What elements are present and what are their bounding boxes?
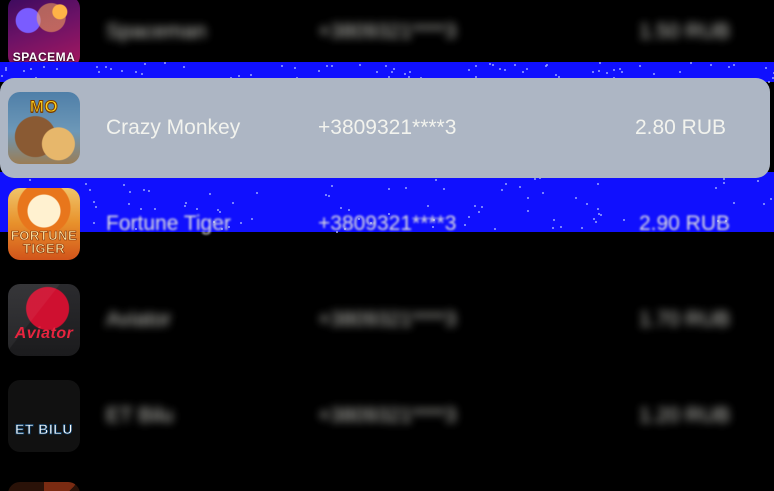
aviator-thumbnail: Aviator — [8, 284, 80, 356]
game-name: Spaceman — [106, 20, 306, 44]
aviator-thumbnail-caption: Aviator — [8, 326, 80, 342]
game-name: Crazy Monkey — [106, 116, 306, 140]
win-amount: 2.90 RUB — [538, 212, 774, 236]
game-name: Aviator — [106, 308, 306, 332]
win-amount: 1.50 RUB — [538, 20, 774, 44]
list-item[interactable]: ET BILU ET Bilu +3809321****3 1.20 RUB — [0, 368, 774, 464]
crazy-monkey-thumbnail: MO — [8, 92, 80, 164]
game-name: ET Bilu — [106, 404, 306, 428]
et-bilu-thumbnail-caption: ET BILU — [8, 422, 80, 436]
wheel-thumbnail — [8, 482, 80, 491]
list-item[interactable]: SPACEMA Spaceman +3809321****3 1.50 RUB — [0, 0, 774, 80]
fortune-tiger-thumbnail: FORTUNE TIGER — [8, 188, 80, 260]
win-amount: 2.80 RUB — [538, 116, 770, 140]
crazy-monkey-thumbnail-caption: MO — [8, 98, 80, 115]
spaceman-thumbnail: SPACEMA — [8, 0, 80, 68]
player-phone: +3809321****3 — [318, 20, 538, 44]
spaceman-thumbnail-caption: SPACEMA — [8, 51, 80, 63]
list-item[interactable]: Aviator Aviator +3809321****3 1.70 RUB — [0, 272, 774, 368]
list-item[interactable] — [0, 470, 774, 491]
et-bilu-thumbnail: ET BILU — [8, 380, 80, 452]
win-amount: 1.70 RUB — [538, 308, 774, 332]
player-phone: +3809321****3 — [318, 116, 538, 140]
player-phone: +3809321****3 — [318, 308, 538, 332]
wins-feed-screen: SPACEMA Spaceman +3809321****3 1.50 RUB … — [0, 0, 774, 491]
list-item-selected[interactable]: MO Crazy Monkey +3809321****3 2.80 RUB — [0, 78, 770, 178]
fortune-tiger-thumbnail-caption: FORTUNE TIGER — [8, 229, 80, 255]
band-speck — [768, 81, 770, 83]
player-phone: +3809321****3 — [318, 404, 538, 428]
win-amount: 1.20 RUB — [538, 404, 774, 428]
game-name: Fortune Tiger — [106, 212, 306, 236]
player-phone: +3809321****3 — [318, 212, 538, 236]
list-item[interactable]: FORTUNE TIGER Fortune Tiger +3809321****… — [0, 176, 774, 272]
